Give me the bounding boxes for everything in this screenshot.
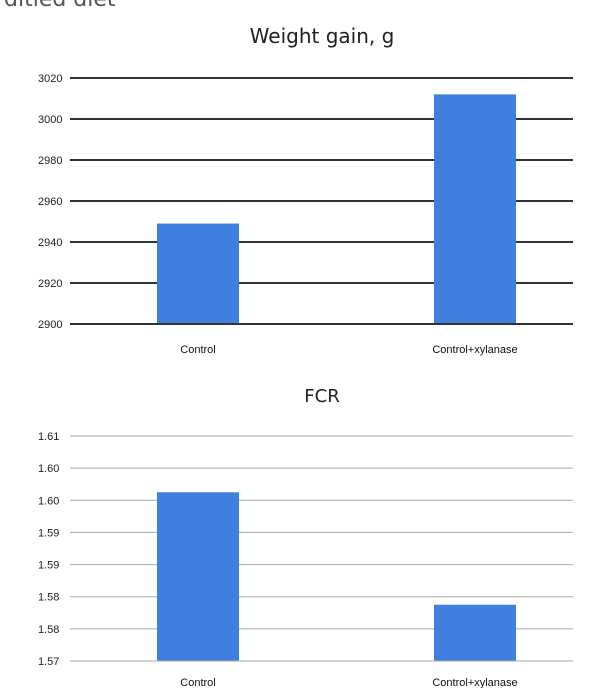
weight-gain-y-tick-label: 3000 xyxy=(38,114,62,126)
fcr-y-tick-label: 1.59 xyxy=(38,527,59,539)
fcr-y-tick-label: 1.58 xyxy=(38,624,59,636)
weight-gain-bar xyxy=(434,94,516,325)
weight-gain-category-label: Control+xylanase xyxy=(432,344,517,356)
fcr-y-tick-label: 1.59 xyxy=(38,560,59,572)
fcr-y-tick-label: 1.60 xyxy=(38,495,59,507)
weight-gain-bar xyxy=(157,223,239,324)
weight-gain-y-tick-label: 2920 xyxy=(38,278,62,290)
fcr-bar xyxy=(157,492,239,661)
partial-heading: ditied diet xyxy=(4,0,116,12)
weight-gain-y-tick-label: 3020 xyxy=(38,73,62,85)
fcr-y-tick-label: 1.57 xyxy=(38,656,59,668)
fcr-y-tick-label: 1.61 xyxy=(38,431,59,443)
fcr-chart-title: FCR xyxy=(304,386,339,407)
weight-gain-category-label: Control xyxy=(180,344,215,356)
weight-gain-chart-title: Weight gain, g xyxy=(250,24,395,48)
fcr-y-tick-label: 1.60 xyxy=(38,463,59,475)
weight-gain-y-tick-label: 2900 xyxy=(38,319,62,331)
fcr-y-tick-label: 1.58 xyxy=(38,592,59,604)
weight-gain-y-tick-label: 2960 xyxy=(38,196,62,208)
fcr-category-label: Control xyxy=(180,677,215,688)
weight-gain-y-tick-label: 2980 xyxy=(38,155,62,167)
fcr-bar xyxy=(434,604,516,661)
fcr-category-label: Control+xylanase xyxy=(432,677,517,688)
weight-gain-y-tick-label: 2940 xyxy=(38,237,62,249)
